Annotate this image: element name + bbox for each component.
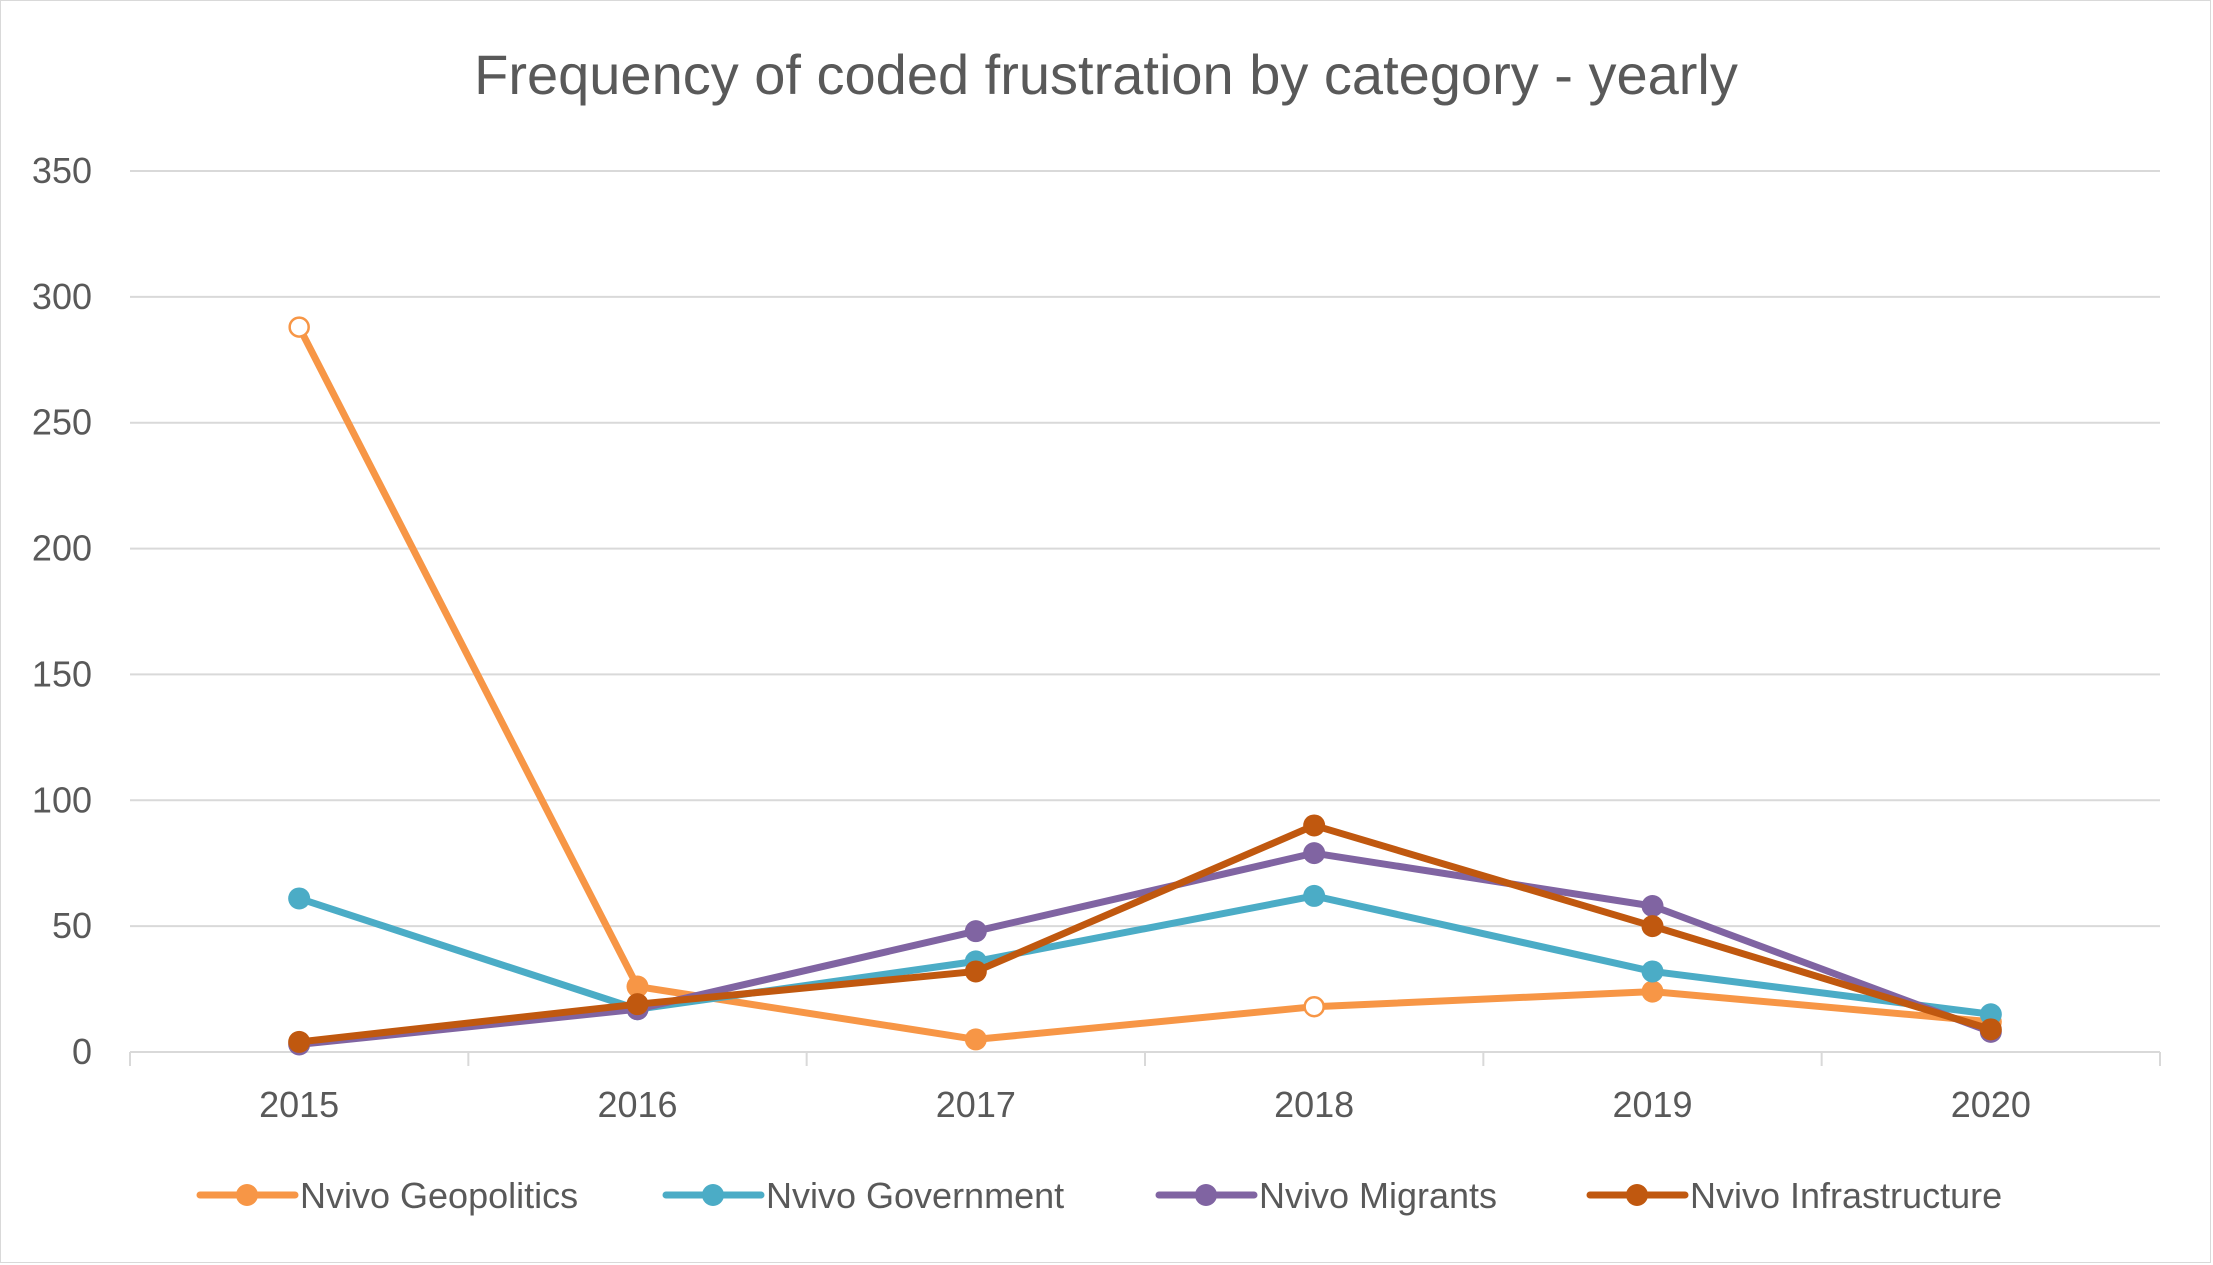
series-line — [295, 849, 1995, 1048]
series-line — [295, 892, 1995, 1018]
data-point — [1641, 980, 1664, 1003]
chart-title: Frequency of coded frustration by catego… — [474, 43, 1738, 106]
series-nvivo-infrastructure — [288, 814, 2002, 1053]
x-tick-label: 2018 — [1274, 1084, 1354, 1125]
legend-swatch-marker — [1626, 1184, 1648, 1206]
series-line — [295, 323, 1995, 1043]
legend-label: Nvivo Government — [766, 1175, 1064, 1216]
data-point — [1979, 1003, 2002, 1026]
legend-label: Nvivo Migrants — [1259, 1175, 1497, 1216]
legend-swatch-marker — [702, 1184, 724, 1206]
data-point — [1641, 895, 1664, 918]
y-tick-label: 200 — [32, 528, 92, 569]
data-point — [964, 1028, 987, 1051]
legend-label: Nvivo Infrastructure — [1690, 1175, 2002, 1216]
data-point — [964, 920, 987, 943]
data-point — [626, 993, 649, 1016]
legend-item: Nvivo Infrastructure — [1586, 1175, 2002, 1216]
y-tick-label: 350 — [32, 150, 92, 191]
y-tick-label: 50 — [52, 905, 92, 946]
y-tick-label: 100 — [32, 779, 92, 820]
legend: Nvivo Geopolitics Nvivo Government Nvivo M… — [196, 1175, 2002, 1216]
data-point — [288, 887, 311, 910]
x-axis — [129, 1051, 2161, 1066]
legend-swatch-marker — [1195, 1184, 1217, 1206]
y-tick-label: 150 — [32, 653, 92, 694]
y-tick-label: 250 — [32, 402, 92, 443]
legend-item: Nvivo Geopolitics — [196, 1175, 578, 1216]
data-point — [1641, 915, 1664, 938]
legend-swatch-marker — [236, 1184, 258, 1206]
x-tick-label: 2020 — [1951, 1084, 2031, 1125]
x-axis-tick-labels: 2015 2016 2017 2018 2019 2020 — [259, 1084, 2031, 1125]
x-tick-label: 2015 — [259, 1084, 339, 1125]
legend-label: Nvivo Geopolitics — [300, 1175, 578, 1216]
data-point — [1641, 960, 1664, 983]
data-point — [964, 960, 987, 983]
x-tick-label: 2016 — [597, 1084, 677, 1125]
data-point — [1303, 842, 1326, 865]
data-point — [288, 316, 310, 338]
series-lines — [288, 316, 2002, 1056]
data-point — [1303, 814, 1326, 837]
data-point — [626, 975, 649, 998]
data-point — [288, 1030, 311, 1053]
data-point — [1303, 995, 1325, 1018]
x-tick-label: 2019 — [1612, 1084, 1692, 1125]
legend-item: Nvivo Migrants — [1155, 1175, 1497, 1216]
gridlines — [130, 170, 2160, 928]
y-tick-label: 0 — [72, 1031, 92, 1072]
x-tick-label: 2017 — [936, 1084, 1016, 1125]
y-tick-label: 300 — [32, 276, 92, 317]
series-line — [295, 821, 1995, 1046]
data-point — [1303, 884, 1326, 907]
data-point — [1979, 1018, 2002, 1041]
series-nvivo-geopolitics — [288, 316, 2002, 1051]
y-axis-tick-labels: 0 50 100 150 200 250 300 350 — [32, 150, 92, 1072]
legend-item: Nvivo Government — [662, 1175, 1064, 1216]
